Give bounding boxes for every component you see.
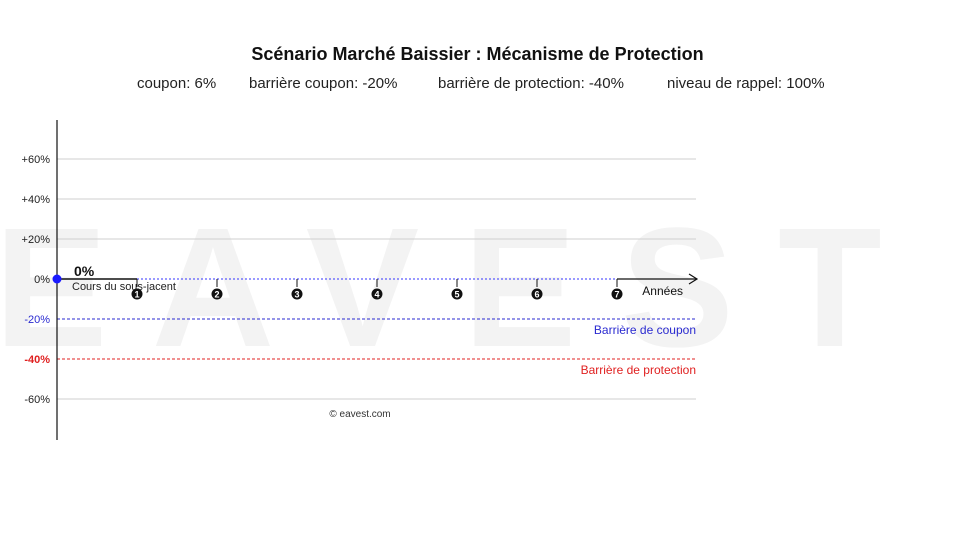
start-point-label: 0%	[74, 263, 95, 279]
y-tick-label: -20%	[24, 314, 50, 326]
grid-lines	[57, 158, 696, 400]
param-call-level: niveau de rappel: 100%	[667, 75, 825, 92]
credit-text: © eavest.com	[329, 409, 390, 420]
chart-labels: Barrière de coupon Barrière de protection…	[72, 263, 696, 420]
x-tick-label: 6	[534, 290, 539, 300]
x-tick-label: 5	[454, 290, 459, 300]
x-tick-badge	[371, 288, 383, 300]
x-tick-label: 3	[294, 290, 299, 300]
x-tick-badge	[131, 288, 143, 300]
watermark-logo: EAVEST	[0, 193, 926, 383]
x-tick-label: 7	[614, 290, 619, 300]
x-tick-badge	[451, 288, 463, 300]
x-tick-badge	[611, 288, 623, 300]
x-tick-badge	[211, 288, 223, 300]
x-tick-badge	[531, 288, 543, 300]
x-tick-label: 2	[214, 290, 219, 300]
y-tick-label: 0%	[34, 274, 50, 286]
param-coupon: coupon: 6%	[137, 75, 217, 92]
y-tick-label: +20%	[22, 234, 51, 246]
param-coupon-barrier: barrière coupon: -20%	[249, 75, 398, 92]
start-point-marker	[52, 274, 62, 284]
y-tick-label: -60%	[24, 394, 50, 406]
y-axis-ticks: +60% +40% +20% 0% -20% -40% -60%	[22, 154, 51, 406]
y-tick-label: -40%	[24, 354, 50, 366]
y-tick-label: +40%	[22, 194, 51, 206]
series-layer	[52, 274, 137, 284]
x-tick-label: 4	[374, 290, 379, 300]
param-protection-barrier: barrière de protection: -40%	[438, 75, 624, 92]
x-tick-label: 1	[134, 290, 139, 300]
x-axis-ticks: 1 2 3 4 5 6 7	[131, 279, 623, 300]
x-axis-label: Années	[642, 284, 683, 298]
coupon-barrier-label: Barrière de coupon	[594, 323, 696, 337]
reference-lines	[57, 278, 696, 360]
series-name-label: Cours du sous-jacent	[72, 281, 176, 293]
y-tick-label: +60%	[22, 154, 51, 166]
protection-barrier-label: Barrière de protection	[581, 363, 696, 377]
x-axis-arrowhead	[688, 273, 699, 285]
chart-title: Scénario Marché Baissier : Mécanisme de …	[251, 44, 704, 64]
x-tick-badge	[291, 288, 303, 300]
